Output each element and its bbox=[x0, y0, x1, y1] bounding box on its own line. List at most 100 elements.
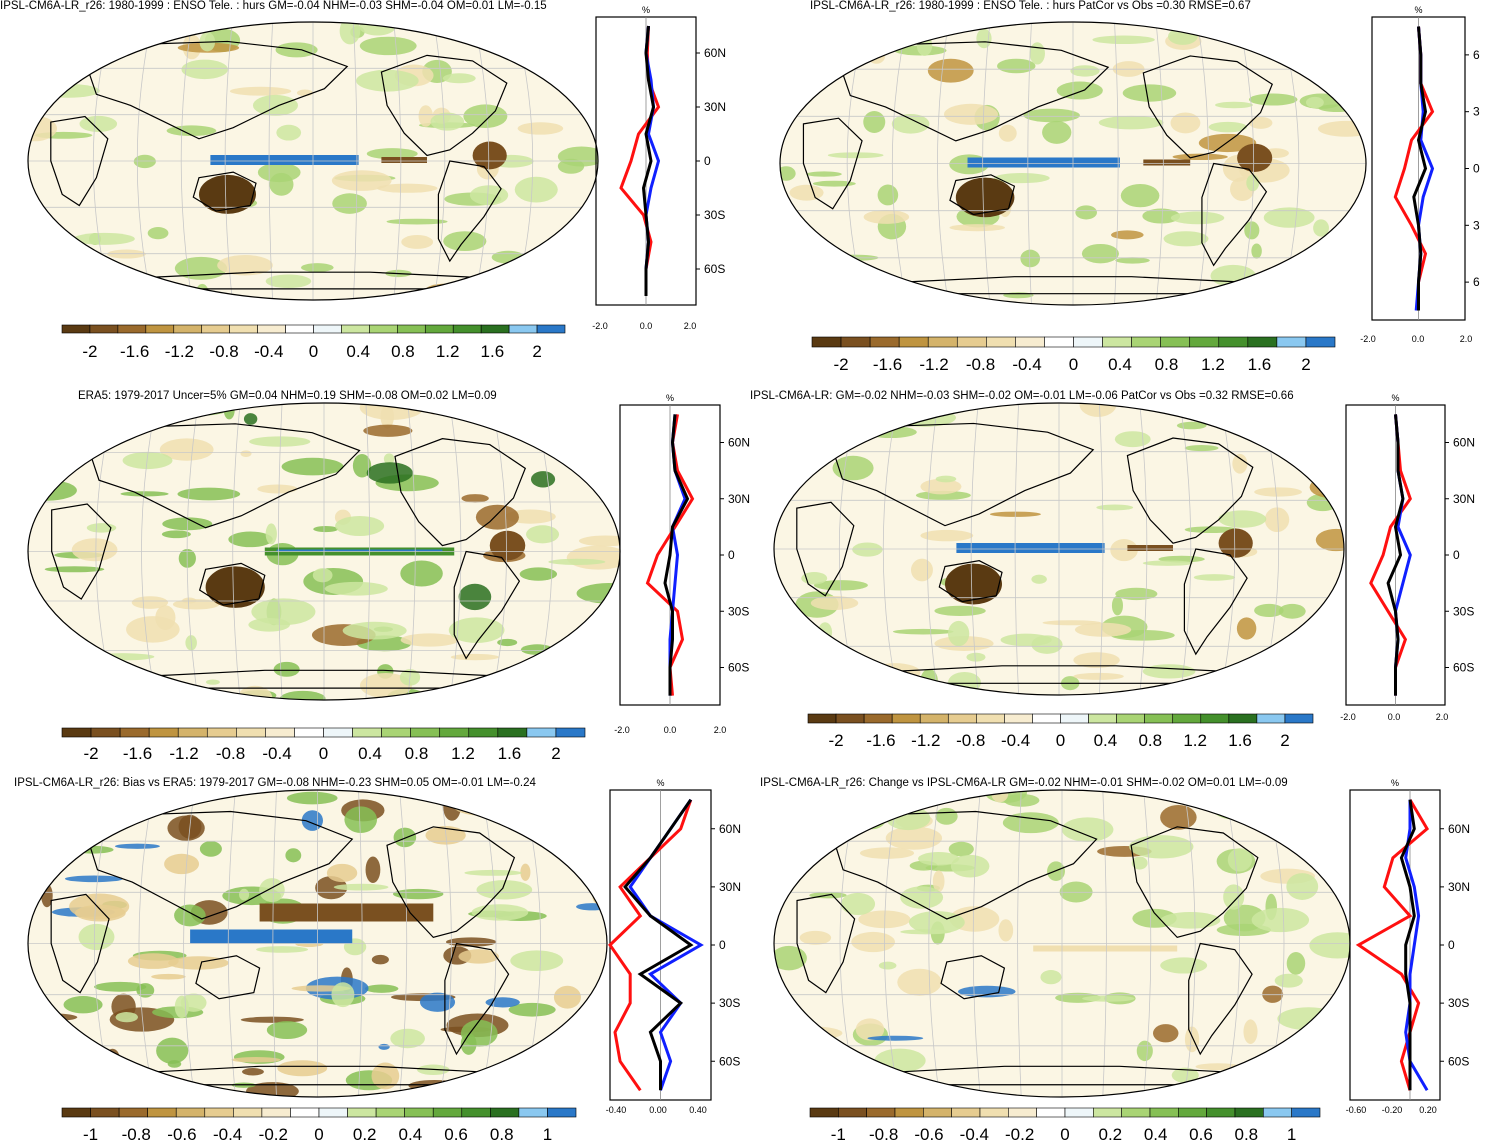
coastline bbox=[198, 562, 266, 606]
profile-x-tick-label: -0.40 bbox=[606, 1105, 627, 1115]
shading-patch bbox=[799, 930, 832, 945]
shading-patch bbox=[371, 954, 389, 965]
shading-patch bbox=[359, 403, 424, 420]
longitude-line bbox=[136, 22, 152, 300]
shading-patch bbox=[1229, 1078, 1277, 1097]
colorbar-tick-label: 0.8 bbox=[405, 744, 429, 763]
australia-anomaly bbox=[955, 177, 1015, 218]
shading-patch bbox=[400, 560, 443, 587]
shading-patch bbox=[313, 526, 339, 533]
shading-patch bbox=[1029, 42, 1045, 65]
coastline bbox=[1126, 437, 1254, 544]
shading-patch bbox=[874, 1048, 926, 1073]
shading-patch bbox=[471, 904, 529, 921]
shading-patch bbox=[259, 878, 285, 903]
colorbar-swatch bbox=[1144, 713, 1174, 724]
shading-patch bbox=[458, 583, 492, 611]
shading-patch bbox=[256, 946, 309, 953]
colorbar-tick-label: -2 bbox=[83, 744, 98, 763]
colorbar-swatch bbox=[497, 727, 528, 738]
profile-unit-label: % bbox=[1391, 778, 1399, 788]
colorbar-tick-label: 0.4 bbox=[1144, 1125, 1168, 1141]
shading-patch bbox=[1142, 664, 1196, 679]
colorbar-swatch bbox=[480, 324, 510, 334]
profile-lat-label: 60S bbox=[728, 661, 749, 675]
shading-patch bbox=[932, 870, 945, 893]
shading-patch bbox=[900, 929, 951, 935]
longitude-line bbox=[1027, 22, 1032, 305]
shading-patch bbox=[877, 184, 899, 206]
map bbox=[28, 790, 607, 1097]
colorbar-swatch bbox=[61, 1107, 91, 1118]
longitude-line bbox=[449, 403, 462, 700]
shading-patch bbox=[520, 644, 554, 655]
shading-patch bbox=[231, 1057, 281, 1063]
shading-patch bbox=[393, 827, 417, 848]
coastline bbox=[50, 893, 110, 994]
shading-patch bbox=[950, 854, 990, 878]
shading-patch bbox=[1286, 952, 1306, 975]
shading-patch bbox=[151, 973, 186, 980]
colorbar-swatch bbox=[811, 336, 842, 348]
shading-patch bbox=[182, 597, 197, 604]
shading-patch bbox=[443, 231, 487, 252]
longitude-line bbox=[474, 22, 490, 300]
shading-patch bbox=[78, 923, 115, 951]
colorbar-swatch bbox=[835, 713, 865, 724]
shading-patch bbox=[958, 985, 1016, 998]
colorbar-tick-label: 0.6 bbox=[1189, 1125, 1213, 1141]
shading-patch bbox=[1325, 410, 1344, 425]
shading-patch bbox=[1000, 633, 1052, 647]
colorbar: -2 -1.6 -1.2 -0.8 -0.4 0 0.4 0.8 1.2 1.6 2 bbox=[61, 324, 566, 361]
colorbar-swatch bbox=[518, 1107, 548, 1118]
colorbar-tick-label: -1.2 bbox=[911, 731, 940, 750]
profile-lat-label: 60N bbox=[719, 822, 741, 836]
shading-patch bbox=[1217, 673, 1279, 682]
colorbar-tick-label: -0.4 bbox=[213, 1125, 242, 1141]
shading-patch bbox=[517, 122, 564, 135]
enso-band bbox=[381, 157, 427, 163]
shading-patch bbox=[164, 853, 200, 875]
shading-patch bbox=[1170, 211, 1225, 225]
graticule bbox=[780, 22, 1366, 305]
shading-patch bbox=[425, 283, 467, 296]
colorbar-swatch bbox=[381, 727, 411, 738]
shading-patch bbox=[160, 677, 179, 700]
shading-patch bbox=[1265, 816, 1283, 839]
longitude-line bbox=[365, 403, 371, 700]
red-profile-series bbox=[608, 799, 693, 1092]
map-outline bbox=[27, 21, 599, 301]
shading-patch bbox=[401, 235, 434, 249]
enso-band bbox=[956, 543, 1105, 553]
coastline bbox=[437, 160, 502, 263]
shading-patch bbox=[1309, 932, 1350, 959]
shading-patch bbox=[1218, 510, 1267, 528]
coastline bbox=[380, 54, 508, 157]
shading-patch bbox=[1314, 652, 1344, 672]
profile-lat-label: 30S bbox=[704, 208, 725, 222]
colorbar-tick-label: -1.6 bbox=[866, 731, 895, 750]
shading-patch bbox=[1163, 231, 1209, 247]
colorbar-tick-label: 0.4 bbox=[399, 1125, 423, 1141]
shading-patch bbox=[359, 36, 417, 56]
profile-x-tick-label: 2.0 bbox=[684, 321, 697, 331]
shading-patch bbox=[239, 888, 250, 901]
shading-patch bbox=[1110, 230, 1144, 240]
shading-patch bbox=[909, 911, 965, 934]
profile-x-tick-label: 0.00 bbox=[649, 1105, 667, 1115]
shading-patch bbox=[530, 471, 556, 488]
profile-lat-label: 3 bbox=[1473, 218, 1480, 232]
colorbar-swatch bbox=[341, 324, 370, 334]
coastline bbox=[1130, 826, 1259, 939]
profile-lat-label: 0 bbox=[728, 548, 735, 562]
colorbar-swatch bbox=[1160, 336, 1191, 348]
shading-patch bbox=[242, 1068, 264, 1076]
shading-patch bbox=[248, 617, 291, 632]
shading-patch bbox=[265, 523, 277, 545]
shading-patch bbox=[1098, 115, 1164, 130]
colorbar-swatch bbox=[285, 324, 314, 334]
shading-patch bbox=[1073, 652, 1120, 668]
colorbar-swatch bbox=[117, 324, 147, 334]
colorbar-swatch bbox=[313, 324, 342, 334]
